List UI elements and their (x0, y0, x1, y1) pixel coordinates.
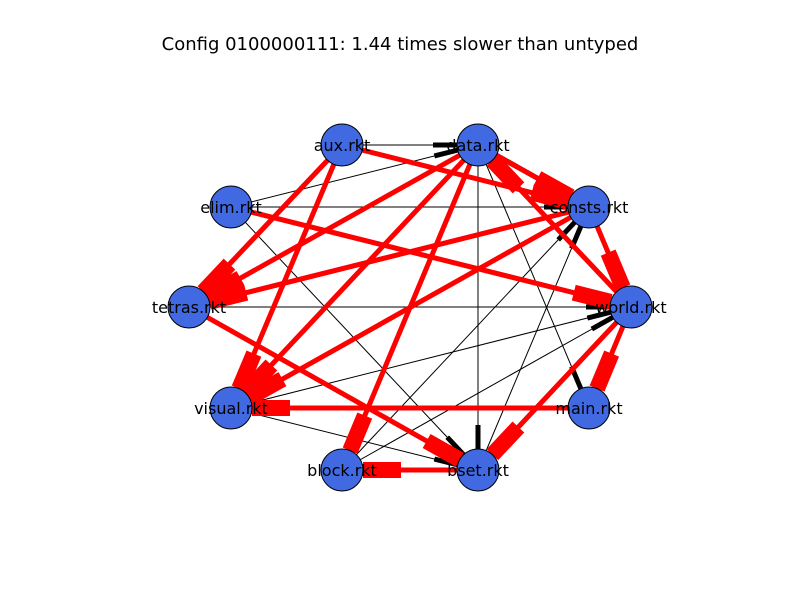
node-label-aux: aux.rkt (314, 136, 371, 155)
edge-tetras-bset (187, 304, 480, 473)
node-circle-aux (320, 123, 364, 167)
node-label-world: world.rkt (595, 298, 666, 317)
node-visual: visual.rkt (194, 386, 268, 430)
edge-visual-world (230, 306, 632, 409)
node-aux: aux.rkt (314, 123, 371, 167)
node-label-elim: elim.rkt (200, 198, 262, 217)
edge-data-tetras (187, 142, 480, 310)
edges-layer (187, 142, 634, 478)
edge-data-visual (229, 143, 480, 410)
node-tetras: tetras.rkt (152, 285, 226, 329)
node-label-data: data.rkt (446, 136, 509, 155)
node-main: main.rkt (555, 386, 623, 430)
edge-data-block (339, 144, 481, 471)
node-world: world.rkt (595, 285, 667, 329)
edge-aux-visual (228, 144, 345, 409)
edge-world-bset (476, 305, 633, 472)
node-circle-data (456, 123, 500, 167)
node-consts: consts.rkt (550, 185, 629, 229)
node-block: block.rkt (307, 448, 377, 492)
node-label-block: block.rkt (307, 461, 377, 480)
nodes-layer: aux.rkt data.rkt elim.rkt consts.rkt tetras.… (152, 123, 667, 492)
node-circle-main (567, 386, 611, 430)
node-elim: elim.rkt (200, 185, 262, 229)
node-circle-tetras (167, 285, 211, 329)
edge-block-consts (341, 206, 590, 471)
node-circle-consts (567, 185, 611, 229)
node-circle-elim (209, 185, 253, 229)
node-circle-block (320, 448, 364, 492)
node-label-tetras: tetras.rkt (152, 298, 226, 317)
diagram-title: Config 0100000111: 1.44 times slower tha… (161, 34, 639, 55)
edge-world-data (476, 143, 633, 309)
node-label-visual: visual.rkt (194, 399, 268, 418)
node-circle-world (609, 285, 653, 329)
node-data: data.rkt (446, 123, 510, 167)
edge-aux-tetras (187, 143, 344, 309)
edge-consts-tetras (188, 204, 590, 310)
node-label-bset: bset.rkt (447, 461, 509, 480)
edge-block-world (341, 306, 632, 471)
edge-elim-data (230, 144, 479, 208)
node-label-main: main.rkt (555, 399, 622, 418)
node-circle-bset (456, 448, 500, 492)
node-circle-visual (209, 386, 253, 430)
node-label-consts: consts.rkt (550, 198, 629, 217)
node-bset: bset.rkt (447, 448, 509, 492)
